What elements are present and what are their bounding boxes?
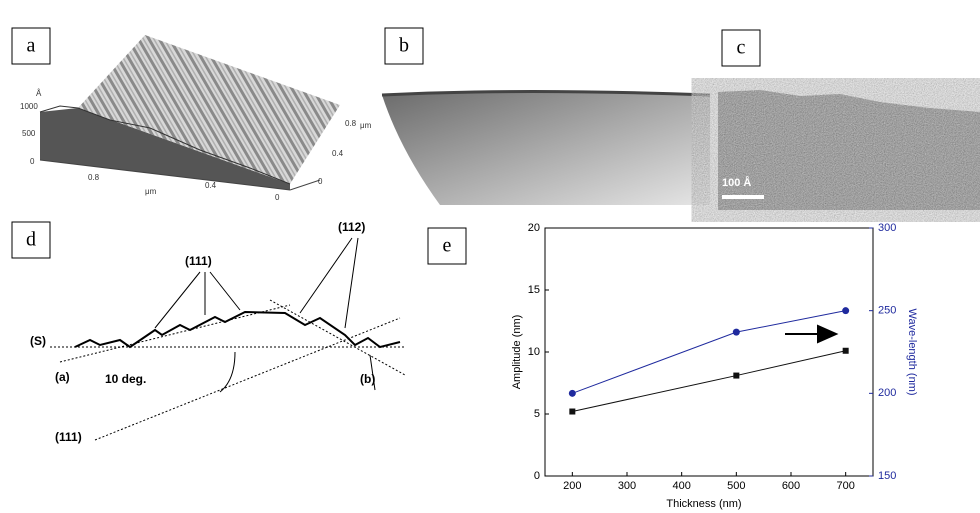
x-tick-label: 200	[563, 480, 581, 492]
y-tick-label: 20	[528, 222, 540, 234]
panel-label: a	[27, 35, 36, 57]
y2-tick-label: 300	[878, 222, 896, 234]
marker	[842, 347, 849, 354]
arrows	[154, 237, 376, 393]
label-box	[11, 27, 51, 65]
y-tick-label: 5	[534, 408, 540, 420]
panel-label: e	[443, 235, 452, 257]
axis	[39, 159, 291, 191]
axis-unit: μm	[145, 187, 157, 196]
tick-label: 0.8	[88, 173, 100, 182]
y2-axis-title: Wave-length (nm)	[906, 308, 918, 395]
tick-label: 0	[275, 193, 280, 202]
tick-label: 1000	[20, 102, 38, 111]
annotation: (b)	[360, 372, 375, 386]
tick-label: 500	[22, 129, 36, 138]
annotation: (111)	[185, 254, 212, 268]
annotation: (a)	[55, 370, 70, 384]
y-tick-label: 0	[534, 470, 540, 482]
panel-a: a Å 1000 500 0 0.8 μm 0.4 0 0.8 0.4 0 μm	[11, 27, 372, 202]
marker	[733, 372, 740, 379]
surface-top	[78, 35, 340, 184]
x-tick-label: 300	[618, 480, 636, 492]
y2-tick-label: 200	[878, 387, 896, 399]
label-box	[721, 29, 761, 67]
annotation: 10 deg.	[105, 372, 146, 386]
marker	[569, 408, 576, 415]
panel-b: b	[381, 27, 711, 205]
label-box	[427, 227, 467, 265]
tick-label: 0	[30, 157, 35, 166]
tick-label: 0.8	[345, 119, 357, 128]
x-axis-title: Thickness (nm)	[666, 498, 741, 510]
series-line	[572, 310, 846, 394]
micrograph-texture	[718, 90, 980, 210]
panel-e: e Thickness (nm) Amplitude (nm) Wave-len…	[427, 227, 918, 510]
scale-bar-label: 100 Å	[722, 176, 751, 189]
surface-front	[40, 108, 290, 190]
panel-c: c 100 Å	[718, 29, 980, 210]
panel-d	[11, 221, 406, 441]
micrograph	[382, 91, 710, 205]
tick-label: 0.4	[332, 149, 344, 158]
annotation: (112)	[338, 220, 365, 234]
marker	[842, 307, 850, 315]
series-line	[572, 350, 846, 413]
scale-bar	[722, 195, 764, 199]
surface-edge	[381, 90, 711, 97]
y2-tick-label: 250	[878, 305, 896, 317]
reference-line	[269, 299, 406, 376]
y-tick-label: 10	[528, 346, 540, 358]
panel-d-text: d (111) (112) (S) (a) 10 deg. (b) (111)	[26, 220, 375, 444]
marker	[732, 328, 740, 336]
annotation: (S)	[30, 334, 46, 348]
x-tick-label: 600	[782, 480, 800, 492]
panel-label: d	[26, 229, 36, 251]
x-tick-label: 700	[836, 480, 854, 492]
marker	[568, 389, 576, 397]
panel-label: b	[399, 35, 409, 57]
annotation: (111)	[55, 430, 82, 444]
reference-line	[59, 304, 291, 363]
surface-edge	[39, 105, 291, 185]
axis-unit: μm	[360, 121, 372, 130]
axis-unit: Å	[36, 89, 42, 98]
axis-arrow	[785, 324, 839, 344]
label-box	[11, 221, 51, 259]
surface-profile	[74, 310, 401, 349]
y-tick-label: 15	[528, 284, 540, 296]
tick-label: 0	[318, 177, 323, 186]
y-axis-title: Amplitude (nm)	[511, 315, 523, 390]
y2-tick-label: 150	[878, 470, 896, 482]
axis	[289, 179, 321, 191]
label-box	[384, 27, 424, 65]
panel-label: c	[737, 37, 746, 59]
x-tick-label: 400	[672, 480, 690, 492]
plot-frame	[544, 227, 874, 477]
tick-label: 0.4	[205, 181, 217, 190]
x-tick-label: 500	[727, 480, 745, 492]
